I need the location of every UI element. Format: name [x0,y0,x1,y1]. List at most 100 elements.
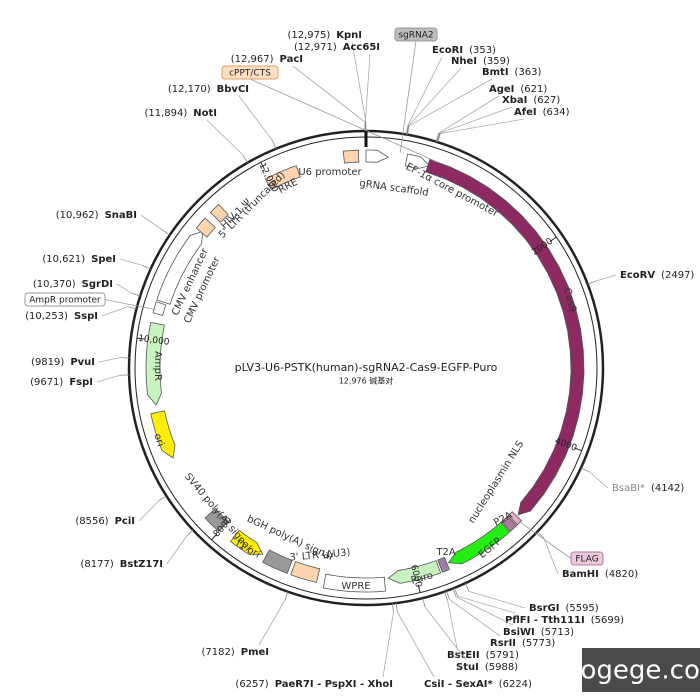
site-position: (6224) [499,679,532,690]
site-mark [405,125,409,135]
tag-leader [399,40,417,153]
site-label: (6257) PaeR7I - PspXI - XhoI [235,679,393,690]
site-label: (12,975) KpnI [287,30,362,41]
site-leader [140,214,163,231]
site-label: (8177) BstZ17I [80,559,163,570]
scale-tick [549,236,557,243]
site-leader [351,41,367,123]
scale-tick [260,162,265,170]
site-name: SnaBI [105,210,137,221]
feature-label: ori [151,432,165,448]
site-position: (9671) [30,377,63,388]
site-name: BstEII [447,650,480,661]
site-label: (10,370) SgrDI [33,279,113,290]
site-position: (9819) [31,357,64,368]
tag-box [394,27,438,42]
feature-shape [342,149,360,164]
site-position: (5791) [486,650,519,661]
site-mark [395,603,398,613]
site-name: BamHI [562,569,599,580]
site-name: BsiWI [503,627,535,638]
site-mark [406,125,409,135]
site-leader [382,612,394,678]
site-label: BsrGI (5595) [529,603,599,614]
site-position: (4142) [651,483,684,494]
site-name: XbaI [502,95,527,106]
feature-shape [262,549,293,574]
site-position: (12,971) [294,42,337,53]
site-label: (9671) FspI [30,377,93,388]
site-label: PflFI - Tth111I (5699) [505,615,624,626]
watermark-box [582,648,700,692]
site-position: (363) [515,67,542,78]
plasmid-name: pLV3-U6-PSTK(human)-sgRNA2-Cas9-EGFP-Pur… [235,361,498,374]
site-position: (4820) [605,569,638,580]
site-position: (7182) [201,647,234,658]
site-name: SspI [74,311,98,322]
site-mark [437,133,441,143]
site-name: BstZ17I [120,559,163,570]
site-position: (12,967) [231,54,274,65]
site-mark [446,590,450,600]
site-leader [588,471,609,489]
site-position: (5713) [541,627,574,638]
tag-box [221,65,279,80]
site-leader [424,606,467,661]
site-position: (10,253) [25,311,68,322]
scale-tick [574,447,582,452]
site-name: EcoRI [432,45,463,56]
feature-label: T2A [435,547,455,558]
tag-label: AmpR promoter [29,296,101,306]
site-leader [96,374,121,383]
site-label: StuI (5988) [456,662,518,673]
site-label: NheI (359) [451,56,510,67]
site-mark [444,591,448,601]
site-name: SgrDI [82,279,113,290]
tag-leader [249,78,438,163]
site-name: AfeI [514,107,537,118]
site-label: (10,253) SspI [25,311,98,322]
site-name: AgeI [489,84,514,95]
site-label: BsiWI (5713) [503,627,574,638]
site-position: (359) [483,56,510,67]
site-label: EcoRV (2497) [620,270,694,281]
feature-label: U6 promoter [298,167,362,178]
site-position: (10,621) [42,254,85,265]
site-mark [158,495,167,501]
site-label: RsrII (5773) [490,638,555,649]
site-position: (353) [469,45,496,56]
site-leader [138,500,160,522]
site-position: (5773) [522,638,555,649]
feature-shape [404,153,431,170]
site-label: AgeI (621) [489,84,547,95]
feature-shape [204,507,229,533]
feature-shape [447,521,511,565]
site-mark [407,125,410,135]
site-position: (12,170) [168,84,211,95]
site-leader [468,590,526,609]
site-leader [408,78,493,127]
feature-shape [387,560,442,584]
tag-box [24,292,106,307]
feature-shape [195,217,216,238]
site-name: BbvCI [217,84,249,95]
site-mark [242,154,248,163]
site-label: (12,967) PacI [231,54,303,65]
site-label: BsaBI* (4142) [612,483,684,494]
site-name: Acc65I [343,42,380,53]
site-label: (8556) PciI [75,516,135,527]
site-position: (6257) [235,679,268,690]
site-position: (5595) [565,603,598,614]
scale-tick [211,533,218,541]
tag-label: sgRNA2 [398,31,433,41]
site-name: KpnI [336,30,362,41]
site-label: EcoRI (353) [432,45,496,56]
site-name: PvuI [70,357,95,368]
feature-label: 3' LTR (ΔU3) [289,547,351,563]
feature-shape [322,573,386,593]
tag-box [570,551,604,566]
site-name: BsaBI* [612,483,645,494]
site-mark [536,531,545,539]
